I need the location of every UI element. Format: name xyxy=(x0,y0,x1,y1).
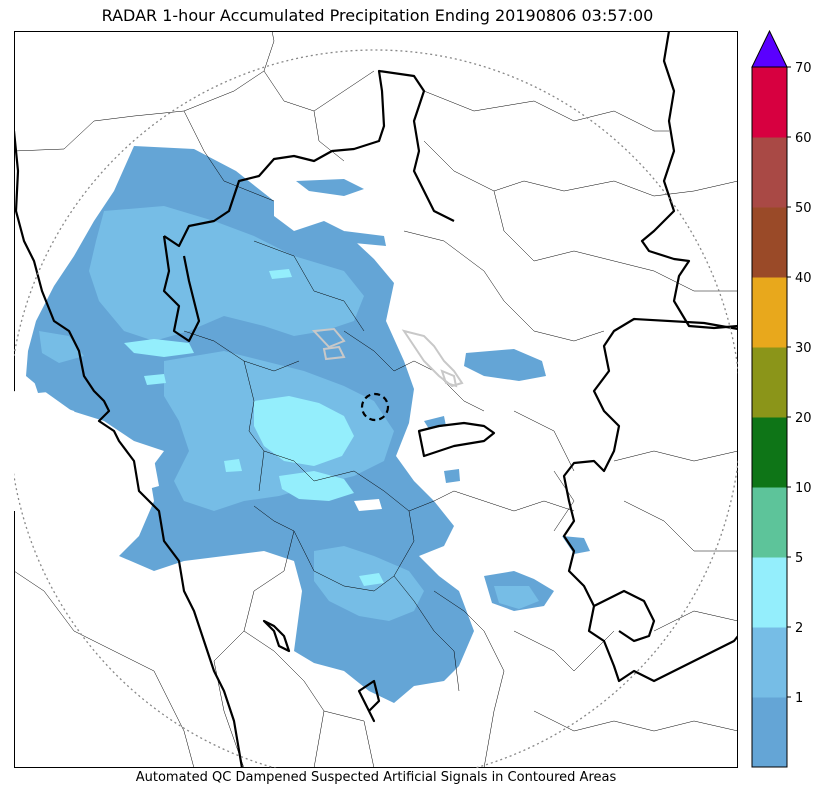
colorbar-segment xyxy=(752,347,787,418)
colorbar-segment xyxy=(752,697,787,768)
radar-map xyxy=(14,31,738,768)
colorbar-segment xyxy=(752,277,787,348)
colorbar-tick-label: 30 xyxy=(795,341,812,356)
colorbar-tick-label: 2 xyxy=(795,621,803,636)
qc-contours xyxy=(311,327,464,388)
qc-footnote: Automated QC Dampened Suspected Artifici… xyxy=(135,770,617,785)
colorbar: 1 2 5 10 20 30 40 50 60 70 xyxy=(751,29,812,768)
colorbar-segment xyxy=(752,67,787,138)
colorbar-tick-label: 1 xyxy=(795,691,803,706)
colorbar-extend-arrow xyxy=(751,29,788,68)
colorbar-tick-label: 60 xyxy=(795,131,812,146)
colorbar-segment xyxy=(752,487,787,558)
colorbar-segment xyxy=(752,627,787,698)
colorbar-tick-label: 40 xyxy=(795,271,812,286)
colorbar-tick-label: 70 xyxy=(795,61,812,76)
district-borders xyxy=(14,31,738,768)
precip-layer-high xyxy=(124,269,384,586)
colorbar-segment xyxy=(752,207,787,278)
colorbar-segment xyxy=(752,417,787,488)
colorbar-tick-label: 20 xyxy=(795,411,812,426)
map-title: RADAR 1-hour Accumulated Precipitation E… xyxy=(101,6,654,25)
colorbar-segment xyxy=(752,557,787,628)
colorbar-tick-label: 50 xyxy=(795,201,812,216)
colorbar-tick-label: 10 xyxy=(795,481,812,496)
state-borders xyxy=(14,31,738,768)
radar-site-marker xyxy=(360,392,390,422)
colorbar-tick-label: 5 xyxy=(795,551,803,566)
colorbar-segment xyxy=(752,137,787,208)
